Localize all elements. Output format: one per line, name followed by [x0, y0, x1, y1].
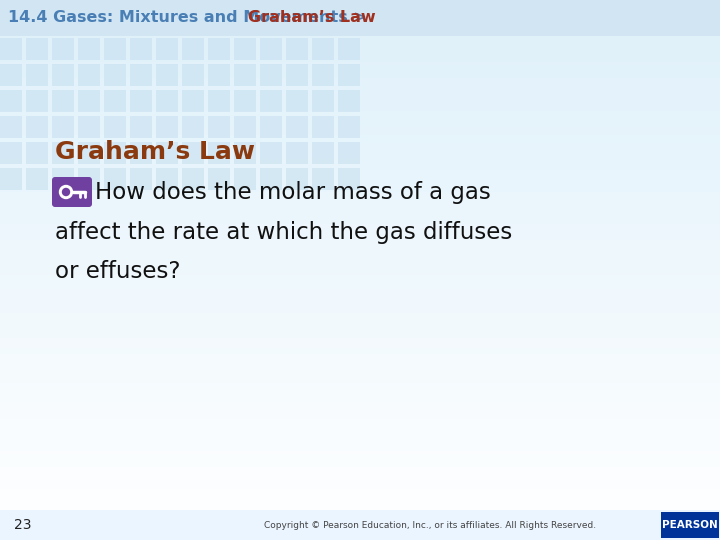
Bar — [104, 168, 126, 190]
Bar — [338, 90, 360, 112]
Bar — [52, 168, 74, 190]
Bar — [130, 90, 152, 112]
Bar — [0, 168, 22, 190]
Bar — [182, 142, 204, 164]
Bar — [312, 38, 334, 60]
Bar — [208, 142, 230, 164]
Bar — [234, 90, 256, 112]
Bar — [286, 116, 308, 138]
Bar — [208, 116, 230, 138]
Bar — [260, 38, 282, 60]
Bar — [234, 168, 256, 190]
Bar — [104, 116, 126, 138]
Bar — [52, 116, 74, 138]
Text: 14.4 Gases: Mixtures and Movements >: 14.4 Gases: Mixtures and Movements > — [8, 10, 372, 25]
Bar — [312, 90, 334, 112]
Bar — [312, 64, 334, 86]
Bar — [260, 90, 282, 112]
Bar — [156, 38, 178, 60]
Bar — [338, 168, 360, 190]
Bar — [78, 116, 100, 138]
Bar — [338, 116, 360, 138]
Bar — [156, 168, 178, 190]
Bar — [182, 168, 204, 190]
FancyBboxPatch shape — [52, 177, 92, 207]
Bar — [260, 168, 282, 190]
Bar — [286, 168, 308, 190]
Bar — [286, 38, 308, 60]
Bar — [104, 38, 126, 60]
Bar — [130, 116, 152, 138]
Bar — [338, 38, 360, 60]
Bar — [260, 64, 282, 86]
Bar — [260, 116, 282, 138]
Text: Copyright © Pearson Education, Inc., or its affiliates. All Rights Reserved.: Copyright © Pearson Education, Inc., or … — [264, 521, 596, 530]
Bar — [208, 64, 230, 86]
Bar — [0, 64, 22, 86]
Bar — [182, 38, 204, 60]
Bar — [234, 38, 256, 60]
Bar — [26, 64, 48, 86]
Bar — [260, 142, 282, 164]
Bar — [0, 90, 22, 112]
Bar — [234, 142, 256, 164]
Bar — [52, 38, 74, 60]
Text: affect the rate at which the gas diffuses: affect the rate at which the gas diffuse… — [55, 220, 512, 244]
Bar — [286, 64, 308, 86]
Bar — [52, 64, 74, 86]
Text: or effuses?: or effuses? — [55, 260, 181, 284]
Bar — [156, 116, 178, 138]
Bar — [78, 64, 100, 86]
Bar — [52, 90, 74, 112]
Bar — [182, 90, 204, 112]
Bar — [52, 142, 74, 164]
Bar — [208, 90, 230, 112]
Text: 23: 23 — [14, 518, 32, 532]
Bar — [182, 64, 204, 86]
Bar — [156, 64, 178, 86]
Bar — [182, 116, 204, 138]
Bar — [338, 64, 360, 86]
Bar — [26, 38, 48, 60]
Bar — [338, 142, 360, 164]
Bar — [156, 142, 178, 164]
Bar — [312, 142, 334, 164]
Bar — [130, 38, 152, 60]
Bar — [0, 142, 22, 164]
Text: PEARSON: PEARSON — [662, 520, 718, 530]
Text: Graham’s Law: Graham’s Law — [248, 10, 375, 25]
Circle shape — [60, 186, 73, 199]
Bar — [156, 90, 178, 112]
Bar — [0, 38, 22, 60]
Bar — [78, 142, 100, 164]
Bar — [104, 142, 126, 164]
Bar — [104, 90, 126, 112]
Bar — [26, 90, 48, 112]
Bar — [78, 168, 100, 190]
Bar — [130, 142, 152, 164]
Bar — [312, 168, 334, 190]
Bar — [234, 64, 256, 86]
Bar — [26, 142, 48, 164]
Bar — [78, 90, 100, 112]
Bar — [0, 116, 22, 138]
Bar — [208, 168, 230, 190]
Bar — [312, 116, 334, 138]
Bar — [208, 38, 230, 60]
Bar — [130, 168, 152, 190]
Bar — [661, 512, 719, 538]
Bar — [286, 142, 308, 164]
Bar — [104, 64, 126, 86]
Bar — [130, 64, 152, 86]
Bar — [286, 90, 308, 112]
Bar — [26, 168, 48, 190]
Bar — [234, 116, 256, 138]
Text: Graham’s Law: Graham’s Law — [55, 140, 255, 164]
Bar — [78, 38, 100, 60]
Circle shape — [63, 188, 70, 195]
Bar — [26, 116, 48, 138]
Text: How does the molar mass of a gas: How does the molar mass of a gas — [95, 180, 491, 204]
